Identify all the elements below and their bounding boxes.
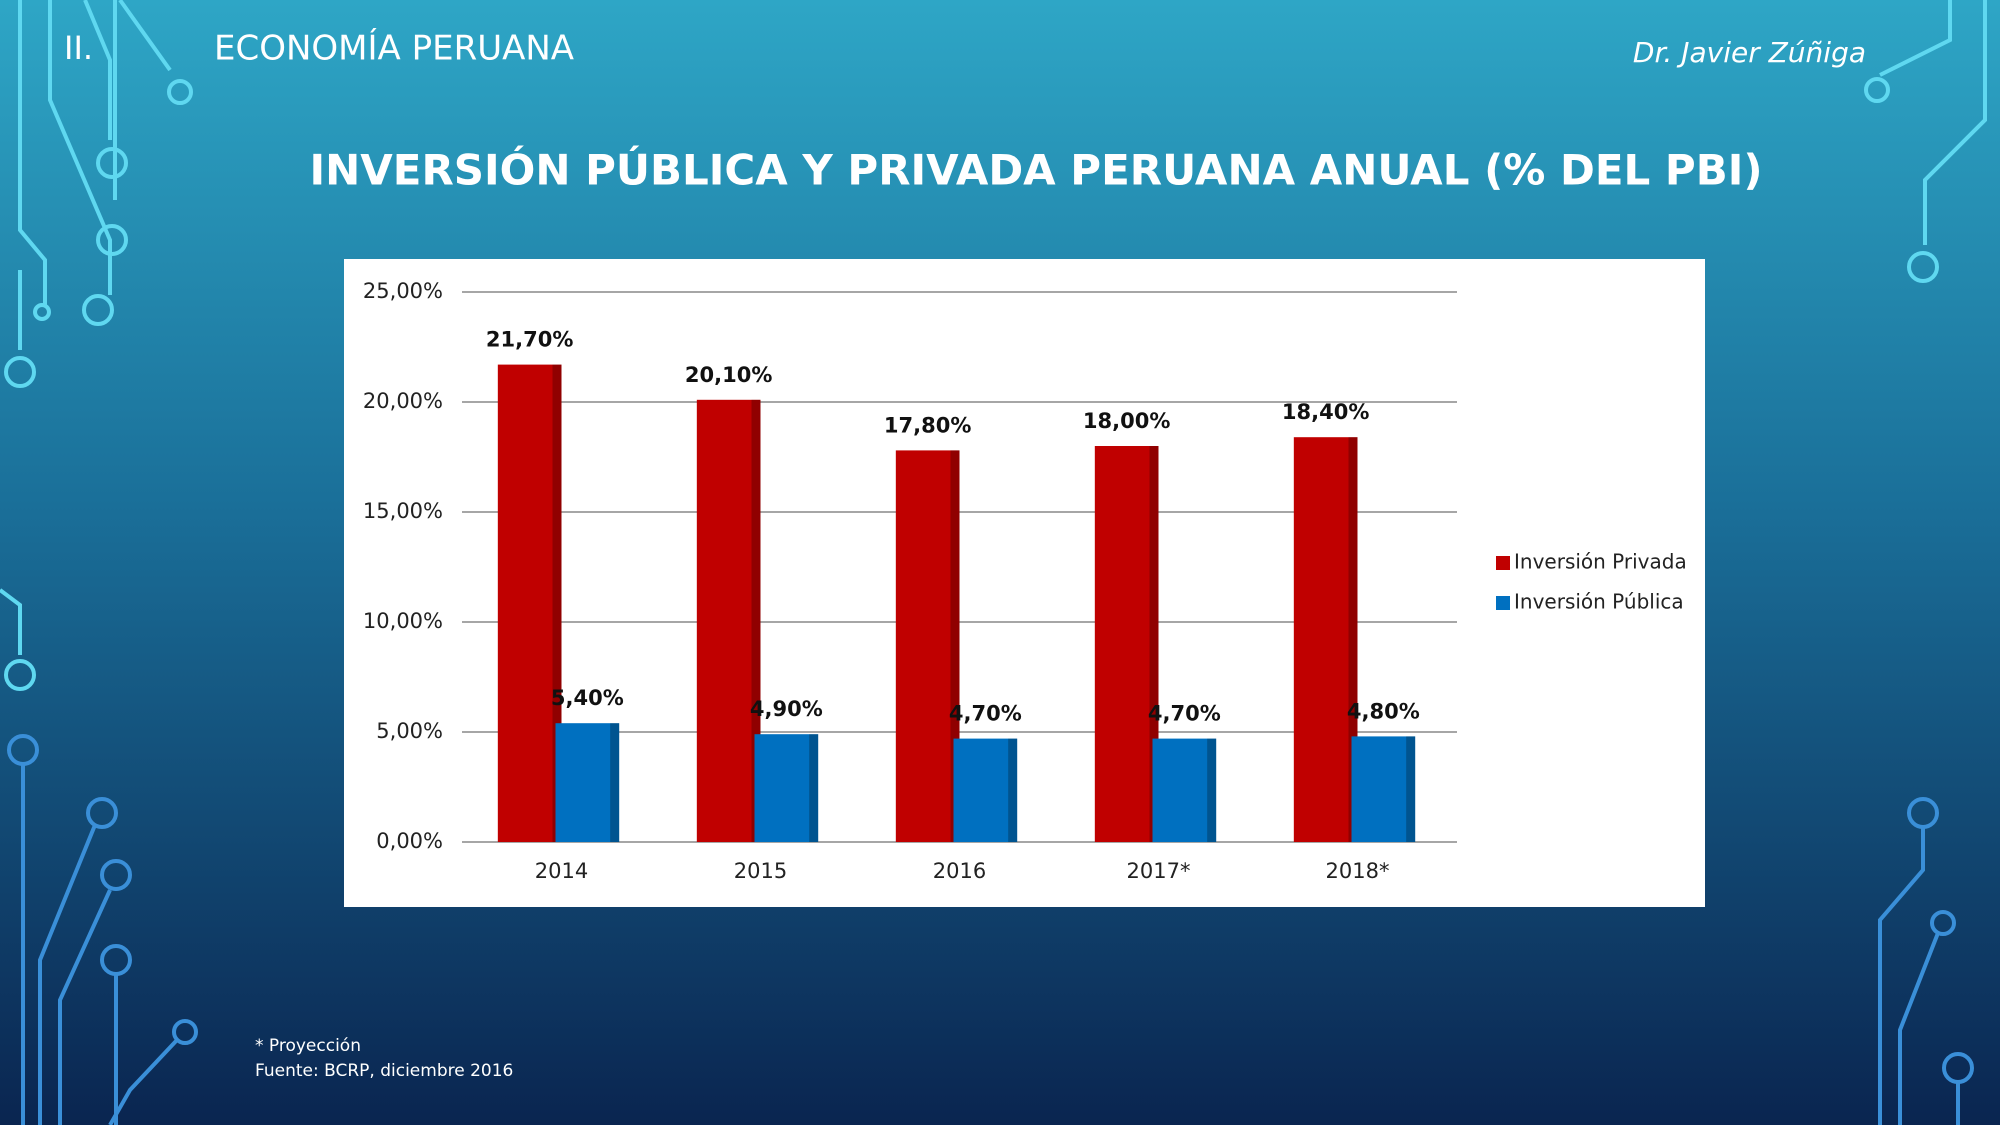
- value-label: 4,80%: [1347, 699, 1420, 723]
- bar-side: [809, 734, 819, 842]
- bar-side: [1008, 738, 1018, 842]
- section-title: ECONOMÍA PERUANA: [214, 28, 574, 69]
- value-label: 4,90%: [750, 697, 823, 721]
- y-tick-label: 0,00%: [376, 829, 443, 853]
- value-label: 18,00%: [1083, 409, 1170, 433]
- bar: [497, 364, 562, 842]
- bar-side: [610, 723, 620, 842]
- plot: 0,00% 5,00% 10,00% 15,00% 20,00% 25,00% 2014 21…: [363, 279, 1687, 883]
- bar: [895, 450, 960, 842]
- x-tick-label: 2014: [535, 859, 588, 883]
- y-tick-label: 5,00%: [376, 719, 443, 743]
- bar: [754, 734, 819, 842]
- bar: [696, 399, 761, 842]
- legend-label: Inversión Pública: [1514, 590, 1684, 614]
- x-tick-label: 2018*: [1326, 859, 1390, 883]
- section-number: II.: [64, 29, 93, 67]
- legend-label: Inversión Privada: [1514, 550, 1687, 574]
- bar: [1351, 736, 1416, 842]
- bar: [1094, 446, 1159, 842]
- value-label: 4,70%: [1148, 702, 1221, 726]
- bar: [1293, 437, 1358, 842]
- bar: [953, 738, 1018, 842]
- x-tick-label: 2016: [933, 859, 986, 883]
- bar-side: [1207, 738, 1217, 842]
- value-label: 20,10%: [685, 363, 772, 387]
- y-tick-label: 10,00%: [363, 609, 443, 633]
- y-tick-label: 15,00%: [363, 499, 443, 523]
- bar-side: [1348, 437, 1358, 842]
- x-tick-label: 2017*: [1127, 859, 1191, 883]
- author: Dr. Javier Zúñiga: [1633, 36, 1866, 69]
- circuit-decoration: [0, 0, 1987, 691]
- value-label: 17,80%: [884, 413, 971, 437]
- chart-title: INVERSIÓN PÚBLICA Y PRIVADA PERUANA ANUA…: [309, 145, 1762, 195]
- legend-swatch: [1496, 596, 1510, 610]
- value-label: 5,40%: [551, 686, 624, 710]
- value-label: 18,40%: [1282, 400, 1369, 424]
- x-tick-label: 2015: [734, 859, 787, 883]
- bar-side: [950, 450, 960, 842]
- legend-swatch: [1496, 556, 1510, 570]
- bar: [555, 723, 620, 842]
- circuit-decoration: [7, 734, 1974, 1125]
- bar-side: [1149, 446, 1159, 842]
- bar-side: [1406, 736, 1416, 842]
- y-tick-label: 25,00%: [363, 279, 443, 303]
- y-tick-label: 20,00%: [363, 389, 443, 413]
- value-label: 21,70%: [486, 328, 573, 352]
- bar-side: [552, 364, 562, 842]
- source: Fuente: BCRP, diciembre 2016: [255, 1061, 513, 1081]
- bar: [1152, 738, 1217, 842]
- value-label: 4,70%: [949, 702, 1022, 726]
- footnote: * Proyección: [255, 1036, 361, 1056]
- bar-side: [751, 399, 761, 842]
